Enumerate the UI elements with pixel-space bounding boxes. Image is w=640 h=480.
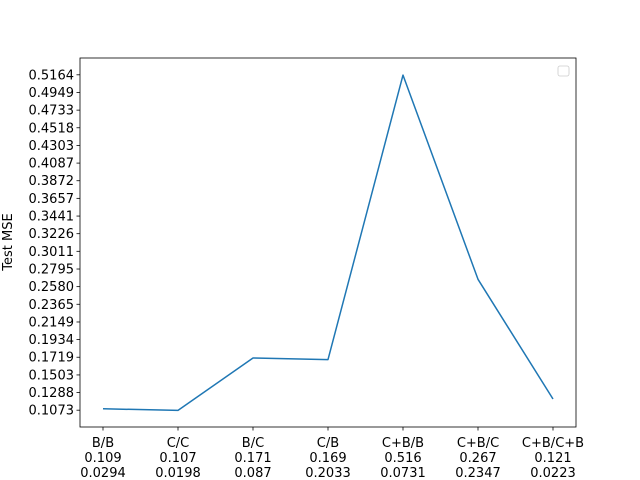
y-tick-label: 0.3657 [29, 192, 75, 207]
x-tick-label: 0.171 [234, 451, 271, 466]
y-tick-label: 0.4949 [29, 86, 75, 101]
y-tick-label: 0.4303 [29, 139, 75, 154]
x-tick-label: 0.2347 [455, 466, 501, 480]
y-tick-label: 0.3226 [29, 227, 75, 242]
y-tick-label: 0.1288 [29, 386, 75, 401]
plot-area [80, 58, 576, 427]
data-point [102, 408, 104, 410]
data-point [177, 409, 179, 411]
y-tick-label: 0.2365 [29, 298, 75, 313]
data-point [477, 278, 479, 280]
y-tick-label: 0.1719 [29, 351, 75, 366]
data-point [327, 358, 329, 360]
x-tick-label: 0.0294 [80, 466, 126, 480]
x-tick-label: 0.121 [534, 451, 571, 466]
x-tick-label: B/B [92, 436, 114, 451]
y-tick-label: 0.5164 [29, 68, 75, 83]
x-tick-label: 0.0223 [530, 466, 576, 480]
x-tick-label: 0.516 [384, 451, 421, 466]
y-tick-label: 0.1934 [29, 333, 75, 348]
y-axis-title: Test MSE [1, 213, 16, 271]
y-tick-label: 0.3872 [29, 174, 75, 189]
x-tick-label: C/C [167, 436, 190, 451]
x-tick-label: 0.107 [159, 451, 196, 466]
y-tick-label: 0.4087 [29, 157, 75, 172]
series-layer [102, 74, 554, 412]
x-tick-label: 0.087 [234, 466, 271, 480]
series-line [102, 74, 554, 412]
data-point [252, 357, 254, 359]
x-tick-label: C+B/C+B [522, 436, 584, 451]
y-tick-label: 0.3011 [29, 245, 75, 260]
y-tick-label: 0.2795 [29, 263, 75, 278]
y-tick-label: 0.2580 [29, 280, 75, 295]
x-tick-label: 0.109 [84, 451, 121, 466]
y-axis: 0.1073 0.1288 0.1503 0.1719 0.1934 0.2149 0.23… [29, 68, 80, 419]
y-tick-label: 0.4733 [29, 104, 75, 119]
legend-box [557, 65, 570, 77]
y-tick-label: 0.4518 [29, 121, 75, 136]
x-tick-label: 0.169 [309, 451, 346, 466]
x-tick-label: C+B/B [382, 436, 424, 451]
plot-frame [79, 57, 577, 428]
x-tick-label: 0.2033 [305, 466, 351, 480]
y-tick-label: 0.1503 [29, 368, 75, 383]
data-point [552, 398, 554, 400]
x-tick-label: C+B/C [457, 436, 499, 451]
y-tick-label: 0.1073 [29, 404, 75, 419]
y-tick-label: 0.3441 [29, 210, 75, 225]
data-point [402, 74, 404, 76]
x-tick-label: 0.0731 [380, 466, 426, 480]
x-tick-label: C/B [317, 436, 339, 451]
y-tick-label: 0.2149 [29, 315, 75, 330]
x-tick-label: B/C [242, 436, 264, 451]
x-tick-label: 0.267 [459, 451, 496, 466]
x-tick-label: 0.0198 [155, 466, 201, 480]
